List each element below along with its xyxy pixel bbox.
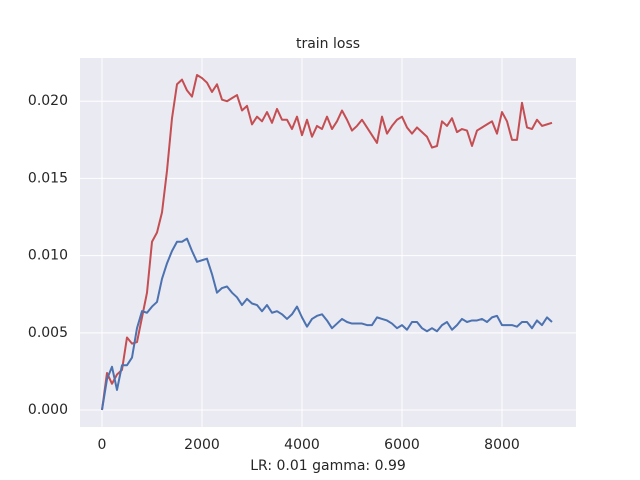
y-tick-label: 0.020 xyxy=(28,93,68,109)
y-tick-label: 0.010 xyxy=(28,248,68,264)
y-tick-label: 0.015 xyxy=(28,170,68,186)
x-axis-label: LR: 0.01 gamma: 0.99 xyxy=(250,458,406,474)
line-series xyxy=(101,237,553,411)
x-tick-label: 8000 xyxy=(484,437,520,453)
y-tick-label: 0.005 xyxy=(28,325,68,341)
x-tick-label: 4000 xyxy=(284,437,320,453)
y-tick-label: 0.000 xyxy=(28,402,68,418)
line-series xyxy=(101,73,553,411)
x-tick-label: 2000 xyxy=(184,437,220,453)
chart-title: train loss xyxy=(296,36,360,52)
x-tick-label: 6000 xyxy=(384,437,420,453)
x-tick-label: 0 xyxy=(98,437,107,453)
